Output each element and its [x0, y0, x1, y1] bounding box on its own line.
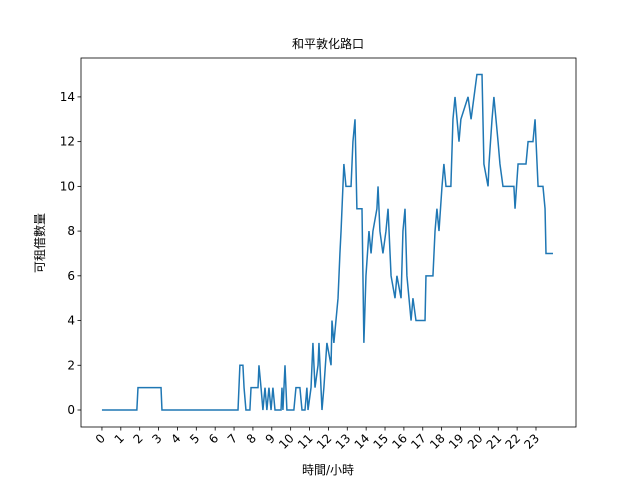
y-tick-label: 4 — [67, 314, 75, 328]
x-tick-label: 11 — [295, 431, 316, 452]
x-tick-label: 19 — [446, 431, 467, 452]
x-tick-label: 0 — [93, 431, 108, 446]
x-tick-label: 18 — [427, 431, 448, 452]
x-tick-label: 13 — [333, 431, 354, 452]
y-tick-label: 8 — [67, 224, 75, 238]
x-axis-label: 時間/小時 — [302, 463, 354, 477]
x-tick-label: 23 — [521, 431, 542, 452]
chart-title: 和平敦化路口 — [292, 36, 364, 51]
x-tick-label: 16 — [389, 431, 410, 452]
x-tick-label: 17 — [408, 431, 429, 452]
y-axis-label: 可租借數量 — [33, 213, 47, 273]
data-line — [101, 73, 553, 411]
x-tick-label: 22 — [503, 431, 524, 452]
y-tick-label: 12 — [60, 135, 75, 149]
x-tick-label: 21 — [484, 431, 505, 452]
x-tick-label: 20 — [465, 431, 486, 452]
x-tick-label: 7 — [225, 431, 240, 446]
y-tick-label: 6 — [67, 269, 75, 283]
x-tick-label: 1 — [112, 431, 127, 446]
x-tick-label: 5 — [187, 431, 202, 446]
x-tick-label: 9 — [263, 431, 278, 446]
x-tick-label: 4 — [168, 431, 183, 446]
y-tick-label: 2 — [67, 358, 75, 372]
x-tick-label: 12 — [314, 431, 335, 452]
y-tick-label: 14 — [60, 90, 75, 104]
plot-frame — [80, 57, 577, 428]
x-tick-label: 15 — [370, 431, 391, 452]
y-tick-label: 10 — [60, 179, 75, 193]
x-tick-label: 6 — [206, 431, 221, 446]
x-tick-label: 2 — [131, 431, 146, 446]
x-tick-label: 14 — [352, 431, 373, 452]
x-tick-label: 3 — [149, 431, 164, 446]
x-tick-label: 10 — [276, 431, 297, 452]
x-tick-label: 8 — [244, 431, 259, 446]
y-tick-label: 0 — [67, 403, 75, 417]
